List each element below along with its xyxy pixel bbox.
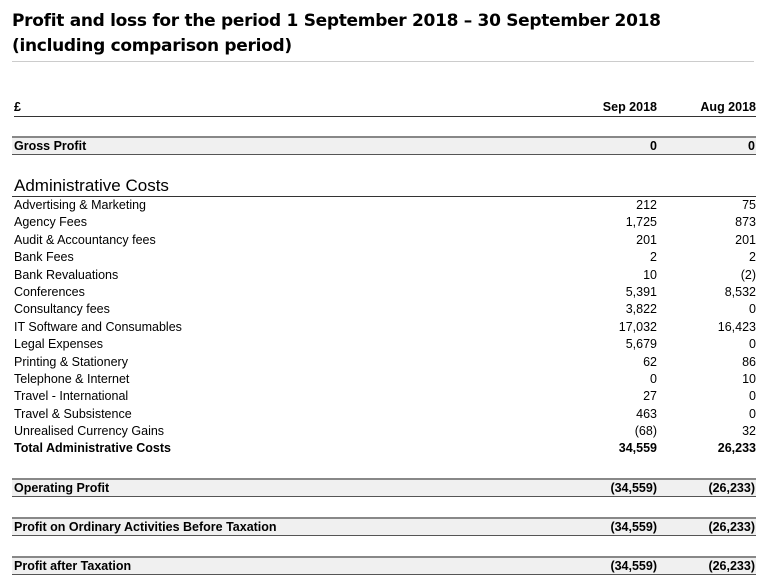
row-label: Conferences	[14, 285, 85, 299]
row-label: Printing & Stationery	[14, 354, 128, 369]
profit-before-tax-row: Profit on Ordinary Activities Before Tax…	[12, 517, 756, 536]
row-value-sep: 1,725	[625, 215, 657, 230]
row-value-sep: 10	[643, 267, 657, 282]
row-value-aug: 0	[749, 406, 756, 421]
row-label: Travel - International	[14, 389, 129, 404]
cost-row: Travel & Subsistence 463 0	[14, 406, 756, 423]
row-label: Total Administrative Costs	[14, 441, 171, 455]
row-value-aug: 201	[735, 232, 756, 247]
cost-row: Printing & Stationery 62 86	[14, 354, 756, 371]
row-value-aug: 8,532	[724, 285, 756, 299]
row-value-aug: 26,233	[717, 441, 756, 455]
row-label: Bank Fees	[14, 250, 74, 265]
row-value-sep: (68)	[634, 424, 657, 439]
row-value-aug: 873	[735, 215, 756, 230]
row-value-sep: 3,822	[625, 302, 657, 317]
row-value-aug: 0	[748, 139, 755, 153]
gross-profit-row: Gross Profit 0 0	[12, 136, 756, 155]
row-value-aug: 0	[749, 389, 756, 404]
row-value-sep: 0	[650, 372, 657, 386]
row-value-aug: (26,233)	[708, 481, 755, 495]
row-value-sep: 212	[636, 198, 657, 212]
row-label: Operating Profit	[14, 481, 110, 495]
cost-row: Audit & Accountancy fees 201 201	[14, 232, 756, 249]
row-value-aug: 32	[742, 424, 756, 439]
row-value-aug: 2	[749, 250, 756, 265]
row-value-sep: 463	[636, 406, 657, 421]
cost-row: Consultancy fees 3,822 0	[14, 301, 756, 318]
row-value-sep: 0	[650, 139, 657, 153]
page-title: Profit and loss for the period 1 Septemb…	[12, 11, 661, 56]
row-label: Gross Profit	[14, 139, 87, 153]
row-value-sep: 2	[650, 250, 657, 265]
row-value-sep: 62	[643, 354, 657, 369]
row-value-aug: 0	[749, 302, 756, 317]
currency-label: £	[14, 100, 21, 114]
row-value-aug: 86	[742, 354, 756, 369]
row-value-sep: 34,559	[618, 441, 657, 455]
row-label: Telephone & Internet	[14, 372, 130, 386]
row-label: Audit & Accountancy fees	[14, 232, 156, 247]
row-value-aug: 75	[742, 198, 756, 212]
row-value-aug: 16,423	[717, 319, 756, 334]
row-label: Profit on Ordinary Activities Before Tax…	[14, 520, 277, 534]
cost-row: Unrealised Currency Gains (68) 32	[14, 423, 756, 440]
column-aug-2018: Aug 2018	[700, 100, 756, 114]
cost-row: IT Software and Consumables 17,032 16,423	[14, 319, 756, 336]
row-value-sep: (34,559)	[610, 559, 657, 573]
row-label: Agency Fees	[14, 215, 87, 230]
cost-row: Agency Fees 1,725 873	[14, 214, 756, 231]
column-sep-2018: Sep 2018	[602, 100, 657, 114]
profit-after-tax-row: Profit after Taxation (34,559) (26,233)	[12, 556, 756, 575]
cost-row: Conferences 5,391 8,532	[14, 284, 756, 301]
row-value-sep: (34,559)	[610, 520, 657, 534]
row-label: Legal Expenses	[14, 337, 103, 352]
row-value-sep: 17,032	[618, 319, 657, 334]
cost-row: Bank Revaluations 10 (2)	[14, 267, 756, 284]
cost-row: Bank Fees 2 2	[14, 249, 756, 266]
row-value-aug: (2)	[740, 267, 756, 282]
operating-profit-row: Operating Profit (34,559) (26,233)	[12, 478, 756, 497]
row-value-aug: 10	[742, 372, 756, 386]
row-value-sep: 201	[636, 232, 657, 247]
row-value-sep: 5,391	[625, 285, 657, 299]
title-divider	[12, 61, 754, 62]
row-label: Bank Revaluations	[14, 267, 119, 282]
total-admin-costs-row: Total Administrative Costs 34,559 26,233	[14, 440, 756, 457]
row-label: Consultancy fees	[14, 302, 110, 317]
cost-row: Travel - International 27 0	[14, 388, 756, 405]
row-value-sep: (34,559)	[610, 481, 657, 495]
section-title: Administrative Costs	[14, 176, 169, 195]
cost-row: Advertising & Marketing 212 75	[14, 197, 756, 214]
row-value-aug: (26,233)	[708, 520, 755, 534]
cost-row: Legal Expenses 5,679 0	[14, 336, 756, 353]
row-value-aug: (26,233)	[708, 559, 755, 573]
cost-row: Telephone & Internet 0 10	[14, 371, 756, 388]
section-divider	[12, 196, 756, 197]
row-value-aug: 0	[749, 337, 756, 352]
row-label: Profit after Taxation	[14, 559, 132, 573]
row-value-sep: 27	[643, 389, 657, 404]
row-value-sep: 5,679	[625, 337, 657, 352]
column-header-row: £ Sep 2018 Aug 2018	[14, 99, 756, 117]
row-label: Advertising & Marketing	[14, 198, 147, 212]
row-label: IT Software and Consumables	[14, 319, 182, 334]
row-label: Travel & Subsistence	[14, 406, 132, 421]
row-label: Unrealised Currency Gains	[14, 424, 165, 439]
